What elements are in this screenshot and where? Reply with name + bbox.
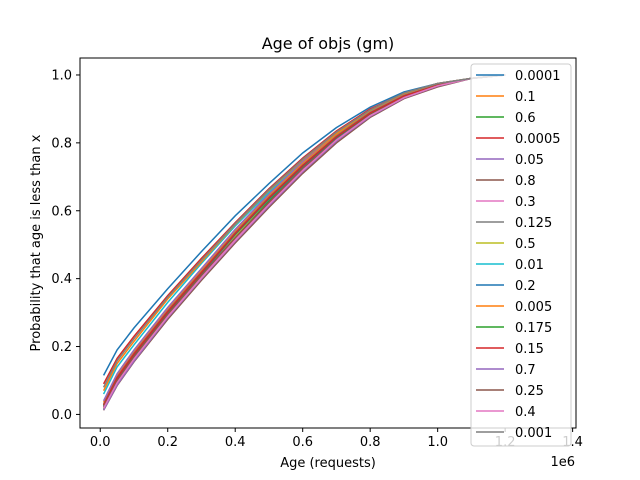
x-tick-label: 0.2 [157,435,178,450]
legend-label: 0.1 [515,90,536,105]
legend-label: 0.5 [515,237,536,252]
x-axis-multiplier: 1e6 [550,455,575,470]
series-lines [102,74,506,411]
x-tick-label: 1.0 [427,435,448,450]
legend-label: 0.001 [515,426,552,441]
y-axis-label: Probability that age is less than x [29,134,44,351]
y-tick-label: 0.8 [51,136,72,151]
series-line-17 [102,74,506,388]
legend-label: 0.0005 [515,132,561,147]
x-axis-label: Age (requests) [280,456,376,471]
y-tick-label: 0.2 [51,340,72,355]
legend-label: 0.7 [515,363,536,378]
chart-title: Age of objs (gm) [262,34,395,53]
x-tick-label: 0.8 [360,435,381,450]
legend-label: 0.01 [515,258,544,273]
legend-label: 0.25 [515,384,544,399]
x-tick-label: 0.4 [225,435,246,450]
x-tick-label: 0.0 [90,435,111,450]
series-line-16 [102,74,506,409]
legend-label: 0.4 [515,405,536,420]
y-tick-label: 0.6 [51,204,72,219]
legend-label: 0.175 [515,321,552,336]
legend-label: 0.005 [515,300,552,315]
plot-frame [79,57,577,429]
legend-label: 0.15 [515,342,544,357]
y-axis-ticks: 0.0 0.2 0.4 0.6 0.8 1.0 [51,68,80,423]
y-tick-label: 1.0 [51,68,72,83]
legend-label: 0.3 [515,195,536,210]
legend-label: 0.8 [515,174,536,189]
legend: 0.0001 0.1 0.6 0.0005 0.05 0.8 0.3 0.125 0.5 0.01… [470,63,572,447]
legend-label: 0.0001 [515,69,561,84]
legend-label: 0.6 [515,111,536,126]
x-tick-label: 0.6 [292,435,313,450]
legend-label: 0.05 [515,153,544,168]
legend-label: 0.125 [515,216,552,231]
legend-label: 0.2 [515,279,536,294]
y-tick-label: 0.4 [51,272,72,287]
y-tick-label: 0.0 [51,408,72,423]
